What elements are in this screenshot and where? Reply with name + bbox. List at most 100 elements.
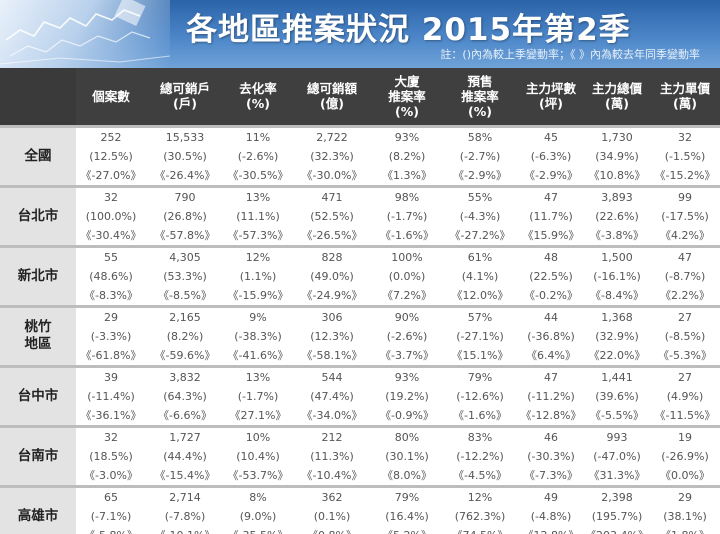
yoy-change-cell: 《-15.9%》 xyxy=(227,288,289,302)
yoy-change-cell: 《27.1%》 xyxy=(229,408,287,422)
yoy-change-cell: 《-5.5%》 xyxy=(590,408,644,422)
qoq-change-cell: (-4.8%) xyxy=(530,509,572,523)
value-cell: 32 xyxy=(76,424,146,447)
region-name-text: 高雄市 xyxy=(17,507,59,524)
value-cell: 32 xyxy=(76,184,146,207)
qoq-change-cell: (11.7%) xyxy=(529,209,573,223)
yoy-change-cell: 《-26.4%》 xyxy=(154,168,216,182)
value-cell: 19 xyxy=(650,424,720,447)
qoq-change-cell: (22.6%) xyxy=(595,209,639,223)
table-row: 全國 252 15,533 11% 2,722 93% 58% 45 1,730 32 xyxy=(0,124,720,186)
yoy-change-cell: 《-8.4%》 xyxy=(590,288,644,302)
region-name-text: 地區 xyxy=(24,336,52,352)
column-header-text: (%) xyxy=(468,103,492,119)
yoy-change-cell: 《15.9%》 xyxy=(522,228,580,242)
region-name: 全國 xyxy=(0,124,76,186)
yoy-change-cell: 《-0.9%》 xyxy=(380,408,434,422)
qoq-change-cell: (48.6%) xyxy=(89,269,133,283)
yoy-change-cell: 《-6.6%》 xyxy=(158,408,212,422)
qoq-change-cell: (-30.3%) xyxy=(527,449,575,463)
yoy-change-cell: 《-3.7%》 xyxy=(380,348,434,362)
yoy-change-cell: 《6.4%》 xyxy=(526,348,576,362)
value-cell: 2,398 xyxy=(584,484,650,507)
yoy-change-cell: 《-34.0%》 xyxy=(301,408,363,422)
qoq-change-cell: (-27.1%) xyxy=(456,329,504,343)
qoq-change-cell: (11.3%) xyxy=(310,449,354,463)
yoy-change-cell: 《-5.8%》 xyxy=(76,526,146,534)
yoy-change-cell: 《-41.6%》 xyxy=(227,348,289,362)
qoq-change-cell: (10.4%) xyxy=(236,449,280,463)
value-cell: 471 xyxy=(292,184,372,207)
qoq-change-cell: (-12.2%) xyxy=(456,449,504,463)
yoy-change-cell: 《-10.4%》 xyxy=(301,468,363,482)
yoy-change-cell: 《-5.3%》 xyxy=(658,348,712,362)
table-row: 桃竹 地區 29 2,165 9% 306 90% 57% 44 1,368 27 xyxy=(0,304,720,366)
value-cell: 12% xyxy=(442,484,518,507)
value-cell: 47 xyxy=(650,244,720,267)
yoy-change-cell: 《-57.3%》 xyxy=(227,228,289,242)
qoq-change-cell: (8.2%) xyxy=(388,149,426,163)
column-header-text: 主力坪數 xyxy=(525,81,576,97)
qoq-change-cell: (30.5%) xyxy=(163,149,207,163)
region-name-text: 台北市 xyxy=(17,207,59,224)
qoq-change-cell: (195.7%) xyxy=(591,509,643,523)
table-row: (100.0%) (26.8%) (11.1%) (52.5%) (-1.7%) (-4.… xyxy=(0,207,720,226)
value-cell: 93% xyxy=(372,124,442,147)
qoq-change-cell: (-47.0%) xyxy=(593,449,641,463)
column-header: 個案數 xyxy=(76,68,146,126)
region-name: 台中市 xyxy=(0,364,76,426)
value-cell: 27 xyxy=(650,304,720,327)
yoy-change-cell: 《-61.8%》 xyxy=(80,348,142,362)
value-cell: 61% xyxy=(442,244,518,267)
qoq-change-cell: (11.1%) xyxy=(236,209,280,223)
value-cell: 544 xyxy=(292,364,372,387)
value-cell: 29 xyxy=(650,484,720,507)
qoq-change-cell: (38.1%) xyxy=(663,509,707,523)
yoy-change-cell: 《-1.6%》 xyxy=(453,408,507,422)
column-header-text: (萬) xyxy=(605,96,629,112)
value-cell: 362 xyxy=(292,484,372,507)
table-row: 台南市 32 1,727 10% 212 80% 83% 46 993 19 xyxy=(0,424,720,486)
qoq-change-cell: (49.0%) xyxy=(310,269,354,283)
yoy-change-cell: 《-57.8%》 xyxy=(154,228,216,242)
value-cell: 993 xyxy=(584,424,650,447)
column-header: 預售 推案率 (%) xyxy=(442,68,518,126)
value-cell: 79% xyxy=(442,364,518,387)
column-header-text: 個案數 xyxy=(92,88,130,104)
qoq-change-cell: (-11.4%) xyxy=(87,389,135,403)
region-name: 台南市 xyxy=(0,424,76,486)
column-header-text: 主力總價 xyxy=(591,81,642,97)
table-row: (-7.1%) (-7.8%) (9.0%) (0.1%) (16.4%) (762.3%… xyxy=(0,507,720,526)
value-cell: 48 xyxy=(518,244,584,267)
table-row: 高雄市 65 2,714 8% 362 79% 12% 49 2,398 29 xyxy=(0,484,720,534)
column-header-text: (%) xyxy=(395,103,419,119)
yoy-change-cell: 《12.8%》 xyxy=(518,526,584,534)
yoy-change-cell: 《-8.3%》 xyxy=(84,288,138,302)
value-cell: 1,368 xyxy=(584,304,650,327)
value-cell: 4,305 xyxy=(146,244,224,267)
qoq-change-cell: (34.9%) xyxy=(595,149,639,163)
value-cell: 100% xyxy=(372,244,442,267)
yoy-change-cell: 《-10.1%》 xyxy=(146,526,224,534)
column-header-text: 大廈 xyxy=(394,73,420,89)
qoq-change-cell: (-8.5%) xyxy=(664,329,706,343)
yoy-change-cell: 《1.8%》 xyxy=(650,526,720,534)
qoq-change-cell: (-26.9%) xyxy=(661,449,709,463)
qoq-change-cell: (30.1%) xyxy=(385,449,429,463)
qoq-change-cell: (-36.8%) xyxy=(527,329,575,343)
value-cell: 828 xyxy=(292,244,372,267)
qoq-change-cell: (1.1%) xyxy=(239,269,277,283)
yoy-change-cell: 《10.8%》 xyxy=(588,168,646,182)
yoy-change-cell: 《-30.5%》 xyxy=(227,168,289,182)
yoy-change-cell: 《-53.7%》 xyxy=(227,468,289,482)
value-cell: 3,832 xyxy=(146,364,224,387)
value-cell: 13% xyxy=(224,364,292,387)
value-cell: 55% xyxy=(442,184,518,207)
qoq-change-cell: (4.9%) xyxy=(666,389,704,403)
value-cell: 3,893 xyxy=(584,184,650,207)
value-cell: 93% xyxy=(372,364,442,387)
qoq-change-cell: (-1.5%) xyxy=(664,149,706,163)
value-cell: 1,500 xyxy=(584,244,650,267)
legend-note: 註：()內為較上季變動率；《 》內為較去年同季變動率 xyxy=(440,48,700,61)
value-cell: 57% xyxy=(442,304,518,327)
